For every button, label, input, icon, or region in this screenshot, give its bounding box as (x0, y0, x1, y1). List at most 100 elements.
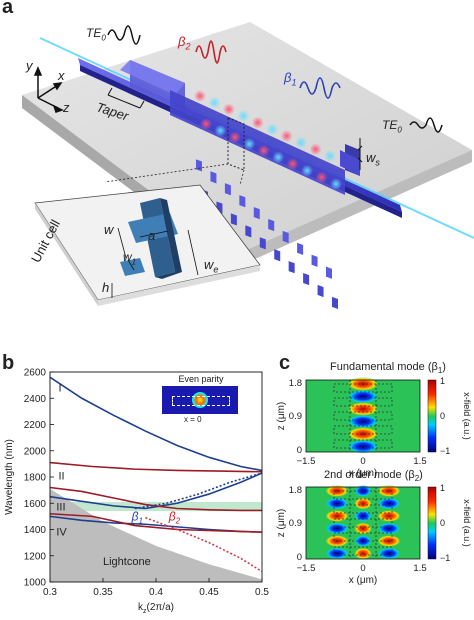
grating-tooth-bottom (288, 261, 295, 274)
field-lobe (347, 414, 379, 429)
grating-tooth-bottom (317, 284, 324, 298)
beta2-wave (195, 40, 227, 64)
x-tick-label: 0.35 (93, 587, 113, 598)
grating-tooth-top (196, 159, 202, 172)
grating-tooth-bottom (274, 249, 281, 262)
cell-outline (333, 439, 393, 449)
axis-x-label: x (58, 68, 65, 83)
z-tick-label: 0.9 (289, 518, 302, 529)
field-lobe (354, 497, 372, 510)
y-tick-label: 2400 (24, 394, 47, 405)
mode-hotspot (208, 96, 221, 109)
y-tick-label: 1200 (24, 551, 47, 562)
band-label-III: III (56, 501, 65, 513)
cell-outline (333, 546, 393, 556)
grating-tooth-bottom (303, 272, 310, 286)
fundamental-mode-map (306, 377, 420, 454)
x-tick-label: 0.5 (255, 587, 269, 598)
x-axis-label: x (μm) (349, 575, 378, 586)
z-tick-label: 1.8 (289, 378, 302, 389)
field-lobe (354, 547, 372, 560)
fundamental-mode-title: Fundamental mode (β1) (330, 361, 446, 376)
beta1-band-label: β1 (131, 509, 143, 525)
second-mode-title: 2nd order mode (β2) (324, 469, 423, 484)
mode-hotspot (280, 130, 293, 142)
field-lobe (325, 510, 349, 522)
colorbar-label: x-field (a.u.) (462, 499, 472, 547)
x-axis-label: x (μm) (349, 468, 378, 479)
z-tick-label: 0 (297, 445, 302, 456)
z-tick-label: 0 (297, 552, 302, 563)
y-tick-label: 2000 (24, 446, 47, 457)
panel-letter-c: c (279, 352, 291, 374)
mode-hotspot (251, 116, 264, 129)
grating-tooth-top (224, 183, 231, 196)
grating-tooth-top (268, 218, 275, 232)
band-line (145, 516, 263, 573)
x-tick-label: 1.5 (413, 456, 426, 467)
z-tick-label: 1.8 (289, 485, 302, 496)
panel-letter-a: a (2, 0, 14, 18)
lightcone-label: Lightcone (103, 556, 151, 568)
grating-tooth-top (297, 242, 304, 255)
grating-tooth-bottom (332, 296, 338, 310)
te0-out-wave (409, 117, 443, 133)
grating-tooth-top (210, 171, 217, 184)
x-tick-label: −1.5 (297, 456, 316, 467)
colorbar-tick: 1 (440, 483, 445, 493)
beta2-label: β2 (178, 34, 191, 52)
colorbar-tick: 0 (440, 411, 445, 421)
axes-triad (33, 66, 64, 113)
z-axis-label: z (μm) (276, 509, 287, 538)
y-tick-label: 1800 (24, 473, 47, 484)
te0-in-wave (107, 25, 141, 45)
beta2-band-label: β2 (168, 509, 181, 525)
mode-hotspots (194, 90, 342, 190)
y-tick-label: 1400 (24, 525, 47, 536)
y-tick-label: 2600 (24, 368, 47, 379)
cell-outline (333, 397, 393, 407)
field-lobe (377, 547, 401, 560)
mode-hotspot (243, 138, 256, 150)
field-lobe (354, 535, 372, 547)
field-lobe (325, 522, 349, 535)
y-tick-label: 2200 (24, 420, 47, 431)
band-line-II (49, 461, 263, 473)
mode-hotspot (301, 164, 314, 177)
colorbar-tick: −1 (440, 553, 450, 563)
band-label-IV: IV (56, 526, 67, 538)
w-label: w (104, 222, 114, 237)
axis-z-label: z (63, 100, 70, 115)
mode-hotspot (315, 171, 328, 184)
mode-hotspot (257, 144, 270, 157)
cell-outline (333, 383, 393, 393)
field-lobe (347, 427, 379, 441)
ws-label: ws (366, 150, 380, 168)
y-axis-label: Wavelength (nm) (4, 439, 15, 515)
z-tick-label: 0.9 (289, 411, 302, 422)
grating-tooth-top (311, 254, 318, 267)
mode-hotspot (237, 110, 250, 122)
colorbar-top (427, 379, 437, 453)
x-tick-label: 0.3 (43, 587, 57, 598)
ws-marker (357, 138, 363, 170)
band-line-I (49, 376, 263, 472)
x-tick-label: 0.45 (199, 587, 219, 598)
colorbar-tick: −1 (440, 446, 450, 456)
y-tick-label: 1000 (24, 578, 47, 589)
x-tick-label: 0.4 (149, 587, 163, 598)
band-line (49, 512, 263, 533)
field-lobe (354, 522, 372, 535)
second-order-mode-map (306, 485, 420, 560)
axis-y-label: y (26, 58, 33, 73)
a-label: a (148, 228, 156, 243)
cell-outline (333, 532, 393, 542)
mode-hotspot (222, 103, 235, 116)
device-illustration (22, 22, 474, 310)
cell-outline (333, 411, 393, 421)
inset-title: Even parity (178, 374, 224, 384)
mode-hotspot (194, 90, 206, 102)
grating-tooth-top (239, 195, 246, 208)
taper-bracket (107, 87, 145, 109)
cell-outline (333, 425, 393, 435)
